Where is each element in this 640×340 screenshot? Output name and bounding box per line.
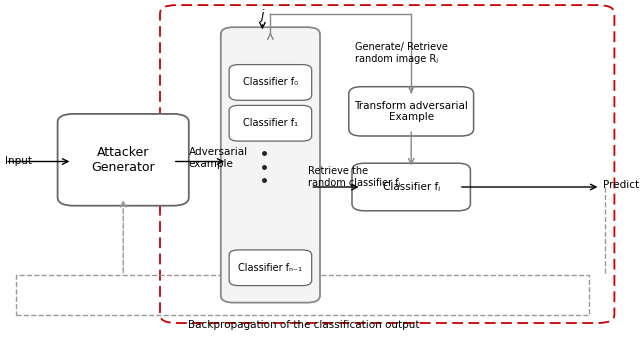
Text: Retrieve the
random classifier fⱼ: Retrieve the random classifier fⱼ	[308, 166, 401, 188]
Text: Input: Input	[5, 156, 32, 167]
FancyBboxPatch shape	[221, 27, 320, 303]
FancyBboxPatch shape	[229, 250, 312, 286]
Text: Transform adversarial
Example: Transform adversarial Example	[355, 101, 468, 122]
FancyBboxPatch shape	[229, 65, 312, 100]
Text: j: j	[260, 9, 264, 22]
Text: Classifier fⱼ: Classifier fⱼ	[383, 182, 440, 192]
Text: Generate/ Retrieve
random image Rⱼ: Generate/ Retrieve random image Rⱼ	[355, 42, 448, 64]
FancyBboxPatch shape	[58, 114, 189, 206]
Text: Adversarial
example: Adversarial example	[189, 147, 248, 169]
FancyBboxPatch shape	[349, 87, 474, 136]
Text: Prediction: Prediction	[603, 180, 640, 190]
Text: Classifier fₙ₋₁: Classifier fₙ₋₁	[238, 263, 302, 273]
Text: Backpropagation of the classification output: Backpropagation of the classification ou…	[188, 320, 420, 330]
Text: Attacker
Generator: Attacker Generator	[92, 146, 155, 174]
Text: Classifier f₀: Classifier f₀	[243, 78, 298, 87]
FancyBboxPatch shape	[352, 163, 470, 211]
Text: Classifier f₁: Classifier f₁	[243, 118, 298, 128]
FancyBboxPatch shape	[229, 105, 312, 141]
